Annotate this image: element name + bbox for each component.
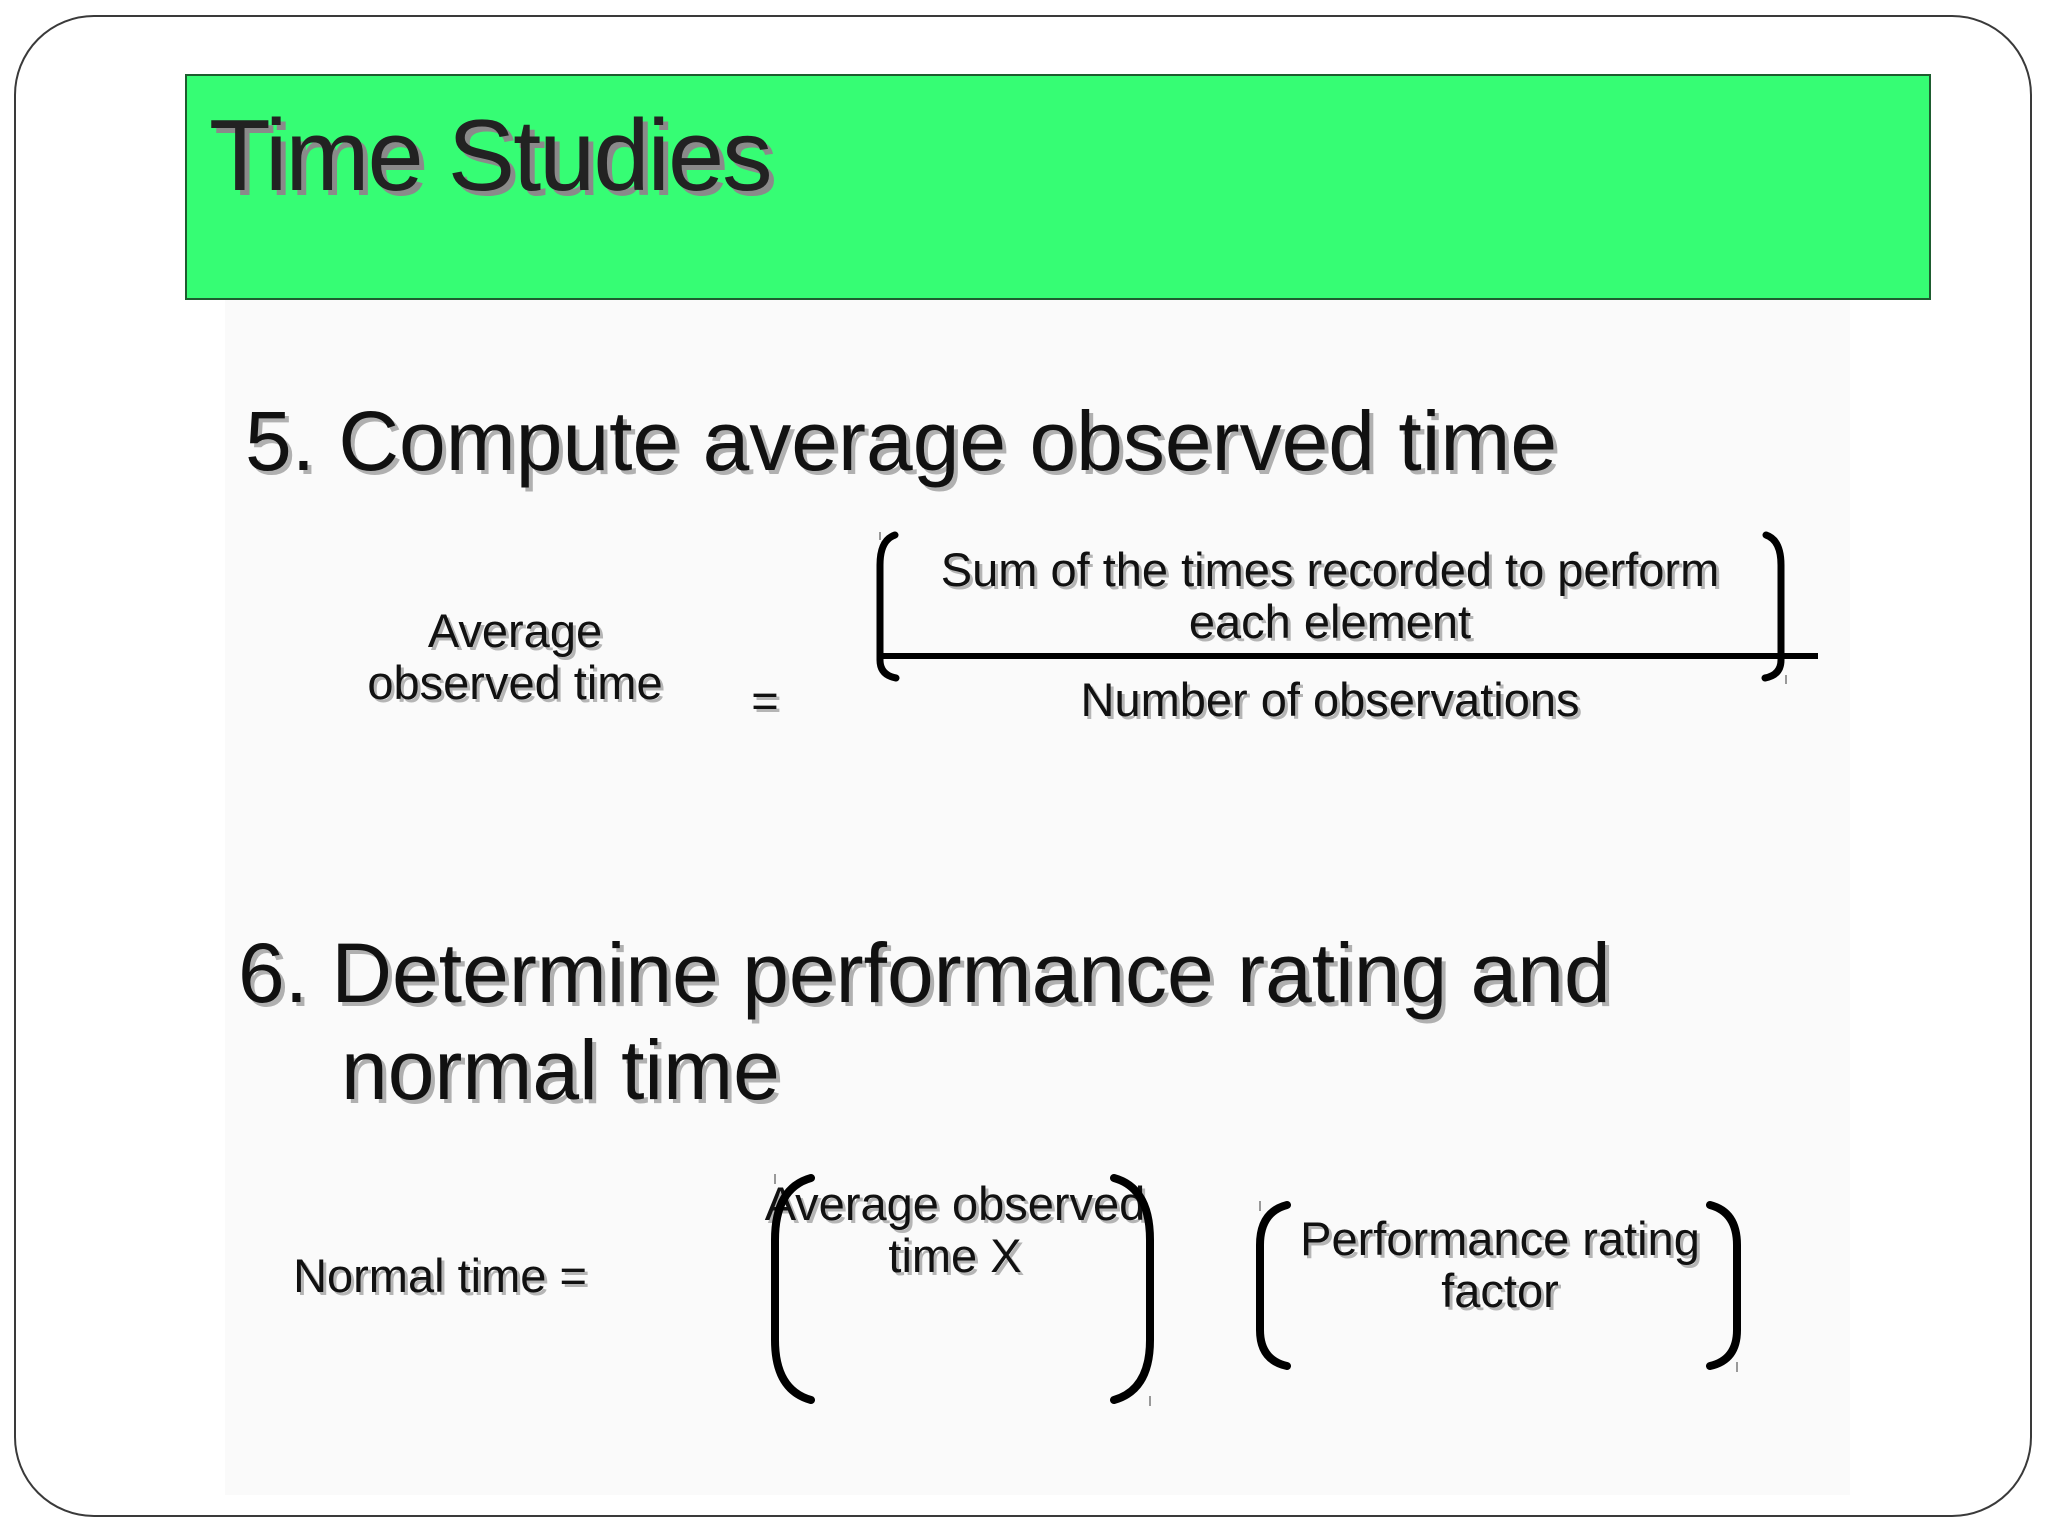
step-6-heading-line-2: normal time (341, 1023, 780, 1118)
average-observed-time-label: Average observed time (340, 605, 690, 708)
step-5-heading: 5. Compute average observed time (245, 394, 1558, 488)
numerator-line-1: Sum of the times recorded to perform (940, 543, 1720, 596)
factor-1-line-2: time X (888, 1228, 1022, 1282)
content-panel (225, 300, 1850, 1495)
average-observed-time-line-2: observed time (367, 655, 663, 709)
title-bar: Time Studies (185, 74, 1931, 300)
factor-2-line-1: Performance rating (1300, 1212, 1700, 1265)
average-observed-time-factor: Average observed time X (730, 1178, 1180, 1281)
average-observed-time-line-1: Average (427, 604, 603, 657)
slide-title: Time Studies (209, 100, 773, 212)
performance-rating-factor: Performance rating factor (1260, 1213, 1740, 1316)
step-6-heading: 6. Determine performance rating and norm… (238, 925, 1611, 1120)
step-6-heading-line-1: 6. Determine performance rating and (238, 926, 1611, 1020)
numerator: Sum of the times recorded to perform eac… (880, 544, 1780, 647)
equals-sign: = (751, 674, 779, 727)
factor-2-line-2: factor (1441, 1263, 1559, 1317)
denominator: Number of observations (1080, 673, 1580, 726)
normal-time-label: Normal time = (293, 1249, 587, 1302)
factor-1-line-1: Average observed (764, 1177, 1146, 1230)
numerator-line-2: each element (1188, 594, 1472, 648)
